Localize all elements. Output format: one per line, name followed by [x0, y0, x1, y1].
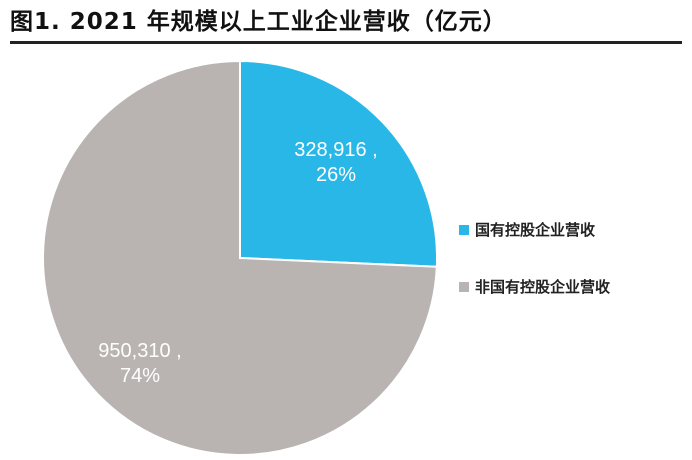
- title-divider: [10, 41, 682, 44]
- chart-title: 图1. 2021 年规模以上工业企业营收（亿元）: [10, 9, 507, 35]
- legend-label-non-state-owned: 非国有控股企业营收: [475, 278, 611, 296]
- data-label-non-state-owned: 950,310 , 74%: [98, 340, 181, 387]
- legend-swatch-non-state-owned: [459, 281, 469, 292]
- pie-slice-state-owned: [239, 59, 438, 268]
- legend-item-non-state-owned: 非国有控股企业营收: [459, 276, 610, 297]
- pie-slice-non-state-owned: [42, 59, 438, 456]
- legend-item-state-owned: 国有控股企业营收: [459, 219, 595, 240]
- legend-swatch-state-owned: [459, 224, 469, 235]
- legend-label-state-owned: 国有控股企业营收: [475, 221, 596, 239]
- data-label-state-owned: 328,916 , 26%: [294, 139, 377, 186]
